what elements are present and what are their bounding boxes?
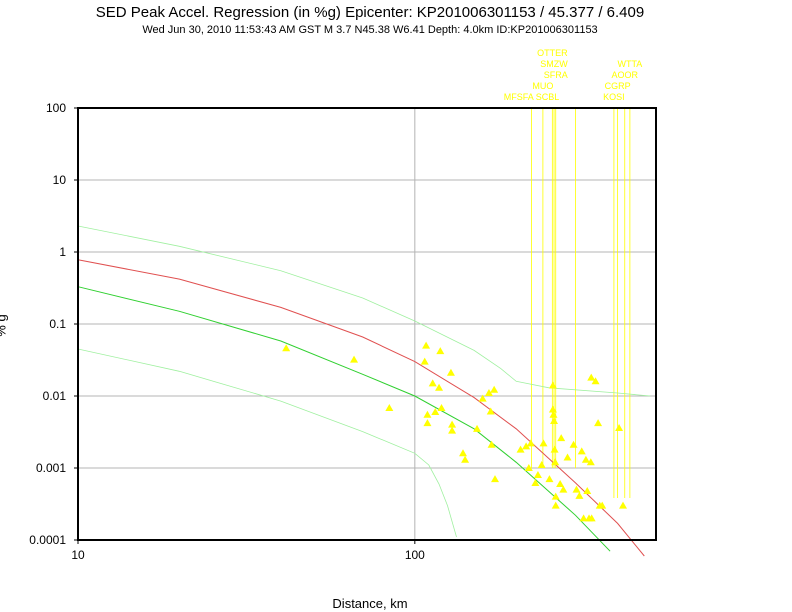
- x-axis-ticks: 10 100: [71, 540, 425, 562]
- data-point: [437, 404, 446, 412]
- data-point: [551, 501, 560, 509]
- chart-subtitle: Wed Jun 30, 2010 11:53:43 AM GST M 3.7 N…: [142, 24, 598, 36]
- data-point: [557, 434, 566, 442]
- data-point: [516, 445, 525, 453]
- data-point: [484, 389, 493, 397]
- station-label: AOOR: [611, 70, 638, 80]
- data-point: [586, 458, 595, 466]
- station-label: SFRA: [544, 70, 568, 80]
- data-point: [619, 501, 628, 509]
- station-label: CGRP: [605, 81, 631, 91]
- x-tick-label: 100: [405, 548, 425, 562]
- data-point: [548, 381, 557, 389]
- data-point: [491, 475, 500, 483]
- data-point: [548, 405, 557, 413]
- data-point: [577, 447, 586, 455]
- data-point: [423, 410, 432, 418]
- data-point: [579, 514, 588, 522]
- data-point: [423, 419, 432, 427]
- data-point: [448, 426, 457, 434]
- station-label: KOSI: [603, 92, 625, 102]
- data-point: [559, 485, 568, 493]
- data-point: [563, 453, 572, 461]
- y-tick-label: 10: [53, 173, 67, 187]
- y-tick-label: 100: [46, 101, 66, 115]
- station-label: WTTA: [617, 59, 642, 69]
- data-point: [550, 416, 559, 424]
- data-point: [615, 423, 624, 431]
- x-axis-label: Distance, km: [332, 596, 408, 611]
- data-point: [533, 470, 542, 478]
- y-axis-ticks: 100 10 1 0.1 0.01 0.001 0.0001: [29, 101, 78, 547]
- y-axis-label: % g: [0, 314, 9, 336]
- y-tick-label: 1: [59, 245, 66, 259]
- data-point: [473, 424, 482, 432]
- data-point: [551, 492, 560, 500]
- station-label: MUO: [532, 81, 553, 91]
- data-point: [550, 445, 559, 453]
- data-point: [420, 357, 429, 365]
- data-point: [539, 439, 548, 447]
- data-point: [446, 368, 455, 376]
- data-point: [598, 501, 607, 509]
- data-point: [531, 478, 540, 486]
- x-tick-label: 10: [71, 548, 85, 562]
- data-point: [486, 407, 495, 415]
- data-point: [350, 355, 359, 363]
- y-tick-label: 0.001: [36, 461, 66, 475]
- data-point: [556, 479, 565, 487]
- y-tick-label: 0.01: [43, 389, 67, 403]
- station-label: OTTER: [537, 48, 568, 58]
- data-point: [587, 373, 596, 381]
- data-point: [428, 379, 437, 387]
- data-point: [478, 394, 487, 402]
- data-point: [435, 383, 444, 391]
- y-tick-label: 0.0001: [29, 533, 66, 547]
- data-point: [551, 458, 560, 466]
- data-point: [459, 449, 468, 457]
- station-leader-lines: [531, 108, 631, 498]
- data-point: [422, 341, 431, 349]
- data-point: [572, 485, 581, 493]
- station-label: MFSFA SCBL: [504, 92, 560, 102]
- data-point: [490, 385, 499, 393]
- data-point: [545, 475, 554, 483]
- data-point: [591, 377, 600, 385]
- data-point: [581, 455, 590, 463]
- curve-band-low: [77, 348, 457, 538]
- data-point: [431, 407, 440, 415]
- data-point: [569, 440, 578, 448]
- data-point: [385, 404, 394, 412]
- data-point: [587, 514, 596, 522]
- data-point: [448, 420, 457, 428]
- station-label: SMZW: [540, 59, 568, 69]
- station-points: [282, 341, 628, 522]
- data-point: [461, 455, 470, 463]
- data-point: [526, 439, 535, 447]
- data-point: [522, 442, 531, 450]
- y-tick-label: 0.1: [49, 317, 66, 331]
- curve-upper: [77, 259, 645, 557]
- data-point: [575, 491, 584, 499]
- data-point: [524, 464, 533, 471]
- data-point: [436, 347, 445, 355]
- data-point: [537, 461, 546, 469]
- data-point: [487, 440, 496, 448]
- data-point: [549, 410, 558, 418]
- data-point: [594, 419, 603, 427]
- chart-title: SED Peak Accel. Regression (in %g) Epice…: [95, 4, 645, 21]
- data-point: [282, 344, 291, 352]
- data-point: [583, 486, 592, 494]
- curve-band-high: [77, 225, 651, 397]
